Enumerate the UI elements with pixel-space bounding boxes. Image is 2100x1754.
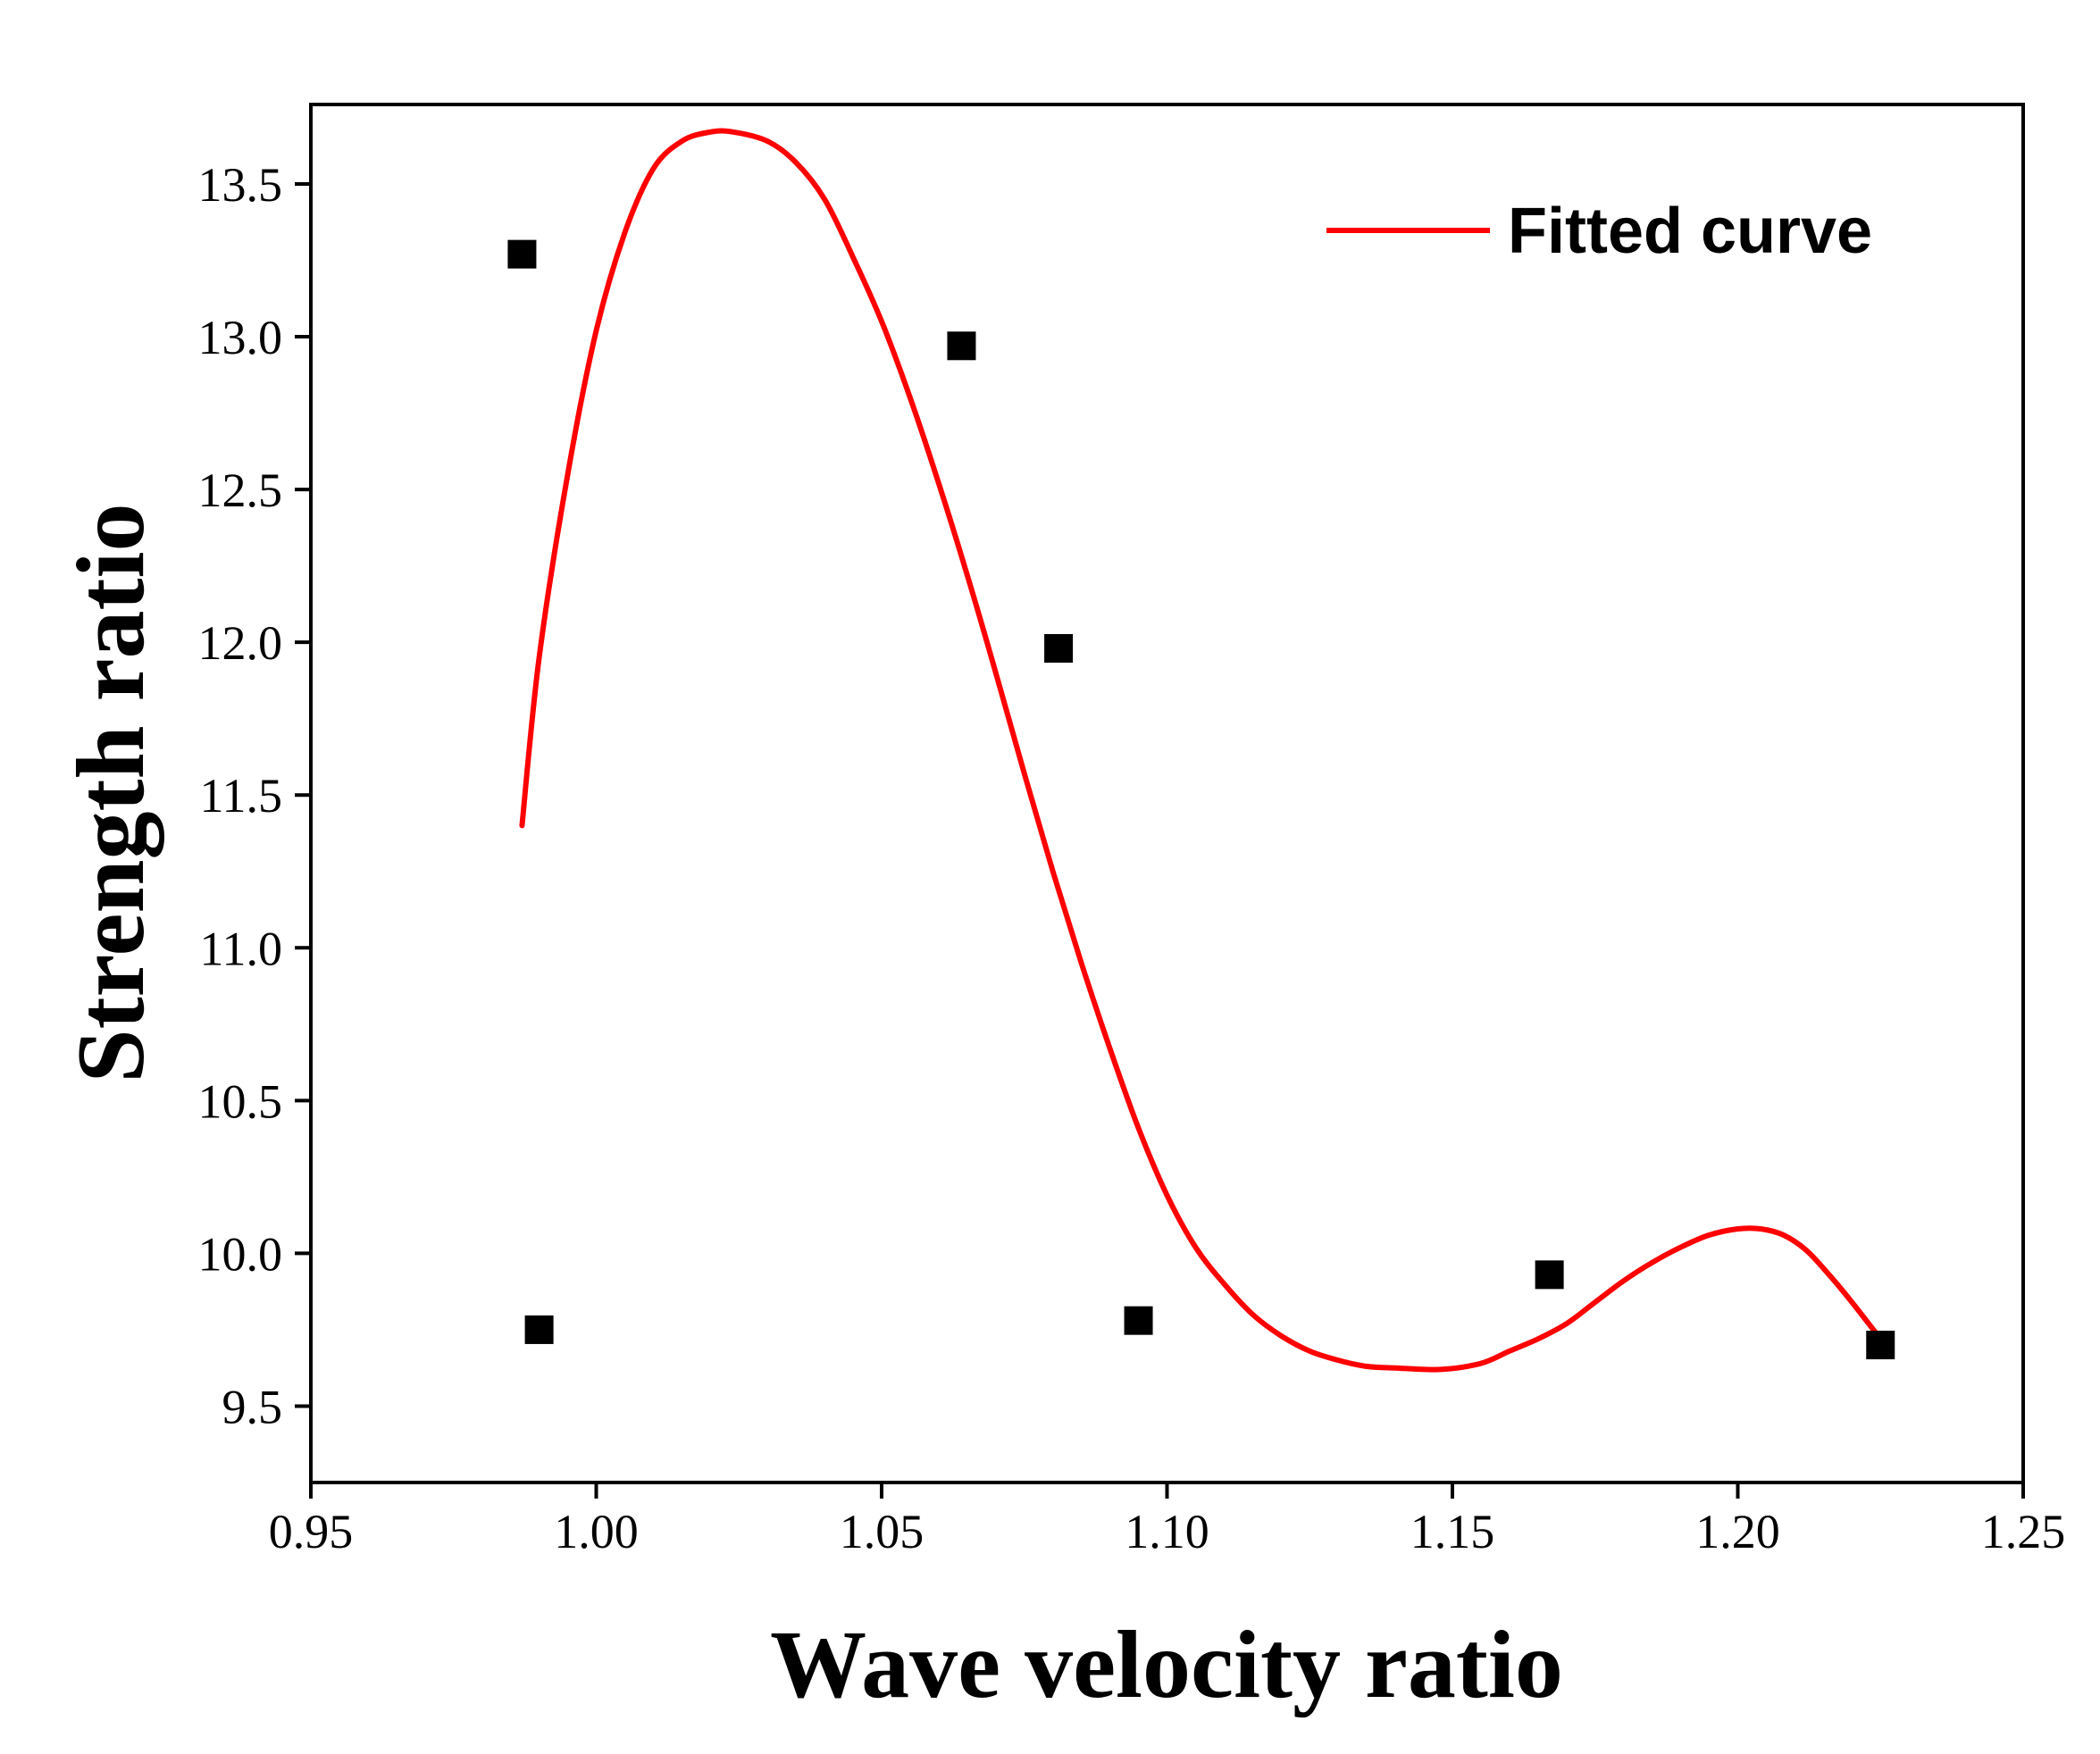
points-layer [507,239,1895,1360]
x-tick-label: 1.05 [840,1505,925,1558]
data-point [1866,1331,1895,1360]
x-tick-label: 1.00 [554,1505,639,1558]
y-tick-label: 13.0 [198,311,283,364]
y-tick-label: 10.5 [198,1074,283,1128]
curve-layer [519,128,1884,1373]
y-tick-label: 11.0 [200,922,283,975]
y-tick-label: 9.5 [222,1380,283,1433]
x-tick-label: 1.20 [1695,1505,1780,1558]
x-axis-title: Wave velocity ratio [770,1612,1563,1718]
x-tick-label: 0.95 [269,1505,354,1558]
y-tick-label: 12.5 [198,464,283,517]
x-tick-label: 1.15 [1410,1505,1495,1558]
plot-frame [309,103,2025,1484]
ticks-layer: 0.95 1.00 1.05 1.10 1.15 1.20 1.25 9.5 10.0 10.5 1… [198,158,2066,1558]
y-tick-label: 13.5 [198,158,283,212]
data-point [524,1315,554,1344]
fitted-curve-line [519,128,1884,1373]
y-tick-label: 11.5 [200,769,283,823]
legend-label: Fitted curve [1508,196,1872,267]
data-point [947,331,976,361]
x-tick-label: 1.25 [1981,1505,2066,1558]
y-tick-label: 10.0 [198,1227,283,1281]
data-point [507,239,537,269]
data-point [1535,1260,1564,1290]
data-point [1044,633,1074,663]
data-point [1124,1306,1153,1335]
y-axis-title: Strength ratio [58,504,164,1083]
y-tick-label: 12.0 [198,616,283,670]
x-tick-label: 1.10 [1125,1505,1209,1558]
legend: Fitted curve [1326,196,1872,267]
